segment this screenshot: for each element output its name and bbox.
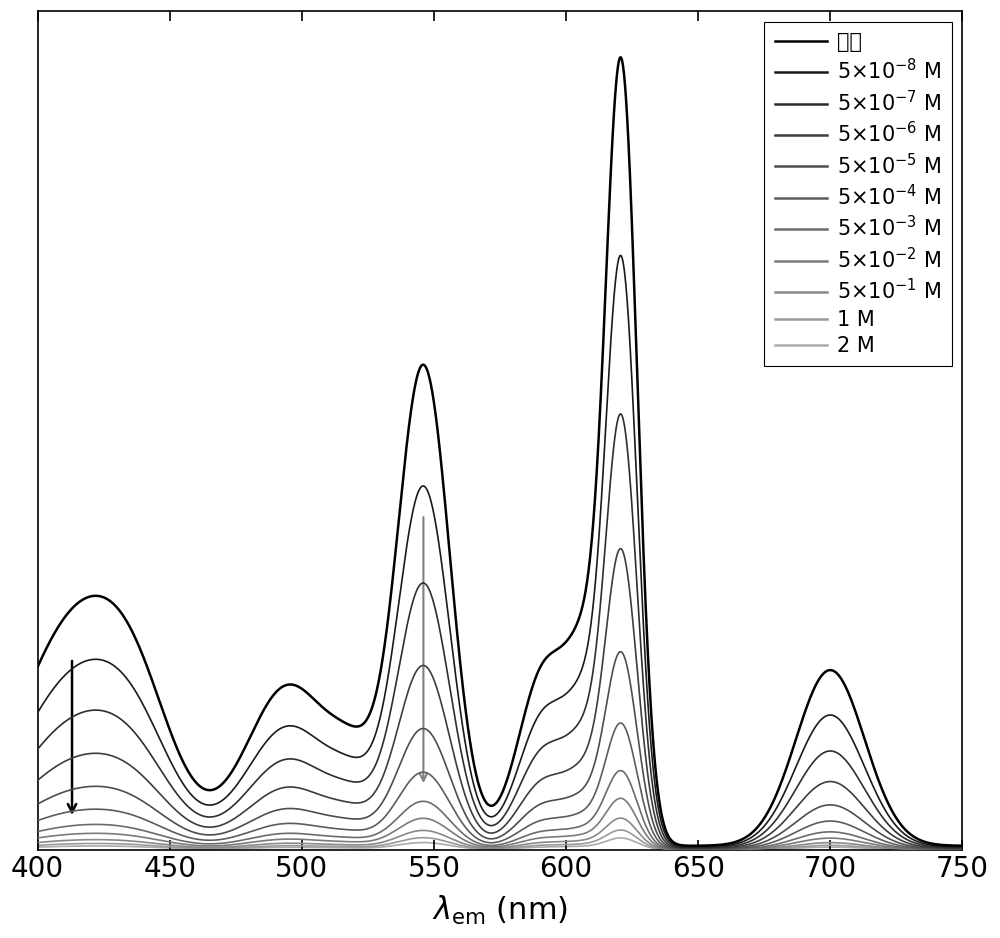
X-axis label: $\lambda_{\mathrm{em}}$ (nm): $\lambda_{\mathrm{em}}$ (nm) bbox=[432, 894, 568, 927]
Legend: 空白, 5×10$^{-8}$ M, 5×10$^{-7}$ M, 5×10$^{-6}$ M, 5×10$^{-5}$ M, 5×10$^{-4}$ M, 5: 空白, 5×10$^{-8}$ M, 5×10$^{-7}$ M, 5×10$^… bbox=[764, 22, 952, 367]
